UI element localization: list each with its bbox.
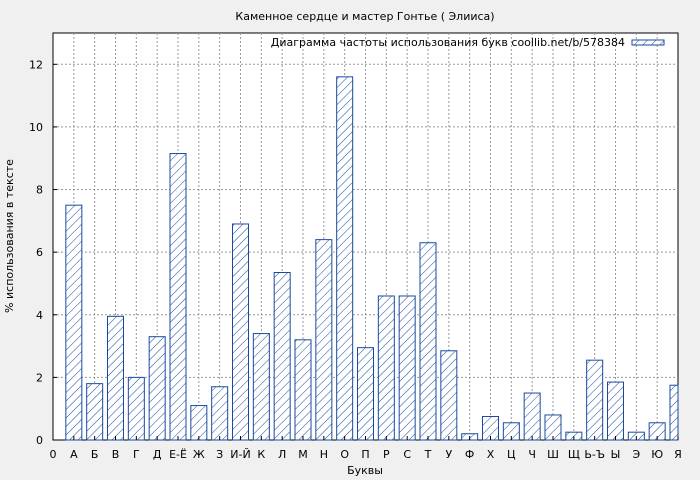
x-tick-label: Ы bbox=[611, 448, 621, 461]
bars-group bbox=[65, 76, 679, 441]
x-tick-label: М bbox=[298, 448, 308, 461]
y-tick-label: 6 bbox=[36, 246, 43, 259]
bar-М bbox=[294, 339, 312, 441]
x-tick-label: Х bbox=[487, 448, 495, 461]
x-tick-label: Р bbox=[383, 448, 390, 461]
x-tick-label: Л bbox=[278, 448, 286, 461]
legend-label: Диаграмма частоты использования букв coo… bbox=[271, 36, 625, 49]
chart-title: Каменное сердце и мастер Гонтье ( Элииса… bbox=[235, 10, 494, 23]
y-tick-label: 10 bbox=[29, 121, 43, 134]
bar-О bbox=[336, 76, 354, 441]
x-tick-label: Ф bbox=[465, 448, 474, 461]
x-tick-label: Ж bbox=[193, 448, 205, 461]
bar-Б bbox=[86, 383, 104, 441]
x-tick-label: Я bbox=[674, 448, 682, 461]
x-tick-label: С bbox=[403, 448, 411, 461]
bar-Н bbox=[315, 239, 333, 441]
bar-Ч bbox=[523, 392, 541, 441]
x-tick-label: Ю bbox=[651, 448, 663, 461]
bar-Г bbox=[127, 376, 145, 441]
bar-З bbox=[211, 386, 229, 441]
x-tick-label: А bbox=[70, 448, 78, 461]
y-ticks: 0 2 4 6 8 10 12 bbox=[29, 58, 57, 447]
y-tick-label: 0 bbox=[36, 434, 43, 447]
bar-С bbox=[398, 295, 416, 441]
x-tick-label: Ь-Ъ bbox=[584, 448, 605, 461]
x-tick-label: Т bbox=[424, 448, 432, 461]
x-tick-label: В bbox=[112, 448, 120, 461]
legend: Диаграмма частоты использования букв coo… bbox=[271, 36, 665, 49]
x-tick-label: Г bbox=[133, 448, 140, 461]
x-tick-label: Е-Ё bbox=[169, 448, 187, 461]
x-tick-label: Ч bbox=[528, 448, 536, 461]
x-tick-label: 0 bbox=[50, 448, 57, 461]
bar-Е-Ё bbox=[169, 153, 187, 441]
bar-Ы bbox=[607, 381, 624, 441]
y-tick-label: 8 bbox=[36, 184, 43, 197]
x-ticks: 0 А Б В Г Д Е-Ё Ж З И-Й К Л М Н О П Р С Т У Ф Х Ц Ч Ш Щ Ь-Ъ Ы Э Ю Я bbox=[50, 436, 682, 461]
x-tick-label: К bbox=[257, 448, 265, 461]
bar-К bbox=[252, 333, 270, 441]
x-tick-label: Щ bbox=[568, 448, 580, 461]
x-tick-label: З bbox=[216, 448, 223, 461]
bar-А bbox=[65, 204, 83, 441]
y-axis-label: % использования в тексте bbox=[3, 159, 16, 313]
x-tick-label: Э bbox=[632, 448, 640, 461]
bar-Я bbox=[669, 384, 679, 441]
bar-Ж bbox=[190, 405, 208, 441]
bar-И-Й bbox=[232, 223, 249, 441]
x-tick-label: У bbox=[445, 448, 452, 461]
bar-Т bbox=[419, 242, 437, 441]
bar-П bbox=[357, 347, 374, 441]
x-tick-label: Ц bbox=[507, 448, 516, 461]
x-tick-label: Б bbox=[91, 448, 99, 461]
bar-Р bbox=[377, 295, 395, 441]
x-tick-label: О bbox=[340, 448, 349, 461]
bar-Л bbox=[273, 272, 291, 441]
bar-У bbox=[440, 350, 458, 441]
x-tick-label: И-Й bbox=[230, 448, 250, 461]
x-tick-label: Н bbox=[320, 448, 328, 461]
bar-В bbox=[107, 315, 124, 441]
bar-Ь-Ъ bbox=[586, 359, 604, 441]
y-tick-label: 2 bbox=[36, 371, 43, 384]
y-tick-label: 12 bbox=[29, 58, 43, 71]
x-tick-label: Д bbox=[153, 448, 162, 461]
x-tick-label: Ш bbox=[547, 448, 559, 461]
bar-Д bbox=[148, 336, 166, 441]
x-axis-label: Буквы bbox=[347, 464, 383, 477]
y-tick-label: 4 bbox=[36, 309, 43, 322]
x-tick-label: П bbox=[361, 448, 369, 461]
legend-swatch bbox=[631, 39, 665, 46]
